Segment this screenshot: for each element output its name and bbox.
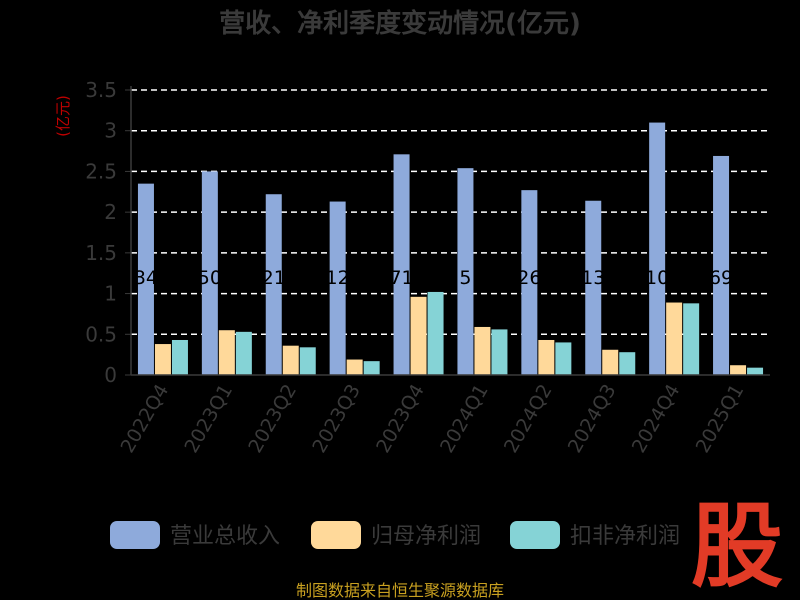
x-tick-label: 2023Q3: [308, 381, 365, 457]
chart-title: 营收、净利季度变动情况(亿元): [219, 8, 581, 39]
legend-label: 营业总收入: [170, 524, 280, 549]
data-label: 12: [326, 267, 350, 289]
bar-series-2: [491, 329, 508, 375]
bar-series-2: [235, 331, 252, 375]
bar-series-2: [683, 303, 700, 375]
x-tick-label: 2024Q1: [436, 381, 493, 457]
bar-series-2: [427, 291, 444, 375]
bar-series-1: [666, 302, 683, 375]
source-note: 制图数据来自恒生聚源数据库: [296, 581, 504, 600]
data-label: 34: [134, 267, 158, 289]
bar-series-2: [555, 342, 572, 375]
x-tick-label: 2023Q1: [180, 381, 237, 457]
bar-series-1: [218, 330, 235, 375]
logo-watermark: 股: [691, 493, 783, 600]
bar-series-2: [747, 367, 764, 375]
y-tick-label: 0: [104, 363, 117, 387]
x-tick-label: 2024Q3: [564, 381, 621, 457]
y-tick-label: 1: [104, 282, 117, 306]
y-tick-label: 3.5: [85, 78, 117, 102]
bar-series-0: [457, 168, 474, 375]
x-tick-label: 2022Q4: [117, 381, 174, 457]
x-tick-label: 2024Q4: [628, 381, 685, 457]
bar-series-2: [619, 352, 636, 375]
data-label: 26: [517, 267, 541, 289]
legend-swatch: [311, 521, 361, 549]
x-tick-label: 2023Q4: [372, 381, 429, 457]
y-tick-label: 0.5: [85, 322, 117, 346]
data-label: 21: [262, 267, 286, 289]
x-tick-label: 2023Q2: [244, 381, 301, 457]
y-tick-label: 2: [104, 200, 117, 224]
bar-series-0: [521, 190, 538, 375]
x-tick-label: 2024Q2: [500, 381, 557, 457]
bar-series-0: [585, 200, 602, 375]
data-label: 13: [581, 267, 605, 289]
bar-series-1: [282, 345, 299, 375]
bar-series-0: [265, 194, 282, 375]
y-tick-label: 1.5: [85, 241, 117, 265]
data-label: 5: [459, 267, 471, 289]
y-axis-label: (亿元): [54, 95, 72, 137]
bar-series-0: [393, 154, 410, 375]
data-label: 69: [709, 267, 733, 289]
bar-series-0: [137, 183, 154, 375]
legend: 营业总收入 归母净利润 扣非净利润: [110, 521, 680, 549]
bar-series-1: [474, 326, 491, 375]
data-label: 50: [198, 267, 222, 289]
bar-series-1: [154, 344, 171, 375]
bars-layer: [137, 122, 764, 375]
grid-layer: [131, 89, 770, 336]
bar-series-2: [299, 347, 316, 375]
bar-series-0: [201, 171, 218, 375]
bar-series-1: [730, 365, 747, 375]
bar-series-1: [410, 296, 427, 375]
y-tick-label: 3: [104, 119, 117, 143]
data-label: 10: [645, 267, 669, 289]
y-tick-label: 2.5: [85, 159, 117, 183]
bar-series-2: [363, 361, 380, 375]
bar-series-2: [171, 339, 188, 375]
bar-series-0: [713, 155, 730, 375]
data-labels-layer: 34 50 21 12 71 5 26 13 10 69: [134, 267, 733, 289]
bar-series-0: [649, 122, 666, 375]
legend-label: 扣非净利润: [570, 524, 680, 549]
bar-series-0: [329, 201, 346, 375]
legend-swatch: [110, 521, 160, 549]
legend-label: 归母净利润: [371, 524, 481, 549]
bar-series-1: [602, 349, 619, 375]
legend-swatch: [510, 521, 560, 549]
bar-series-1: [346, 359, 363, 375]
x-tick-label: 2025Q1: [692, 381, 749, 457]
bar-series-1: [538, 339, 555, 375]
data-label: 71: [389, 267, 413, 289]
